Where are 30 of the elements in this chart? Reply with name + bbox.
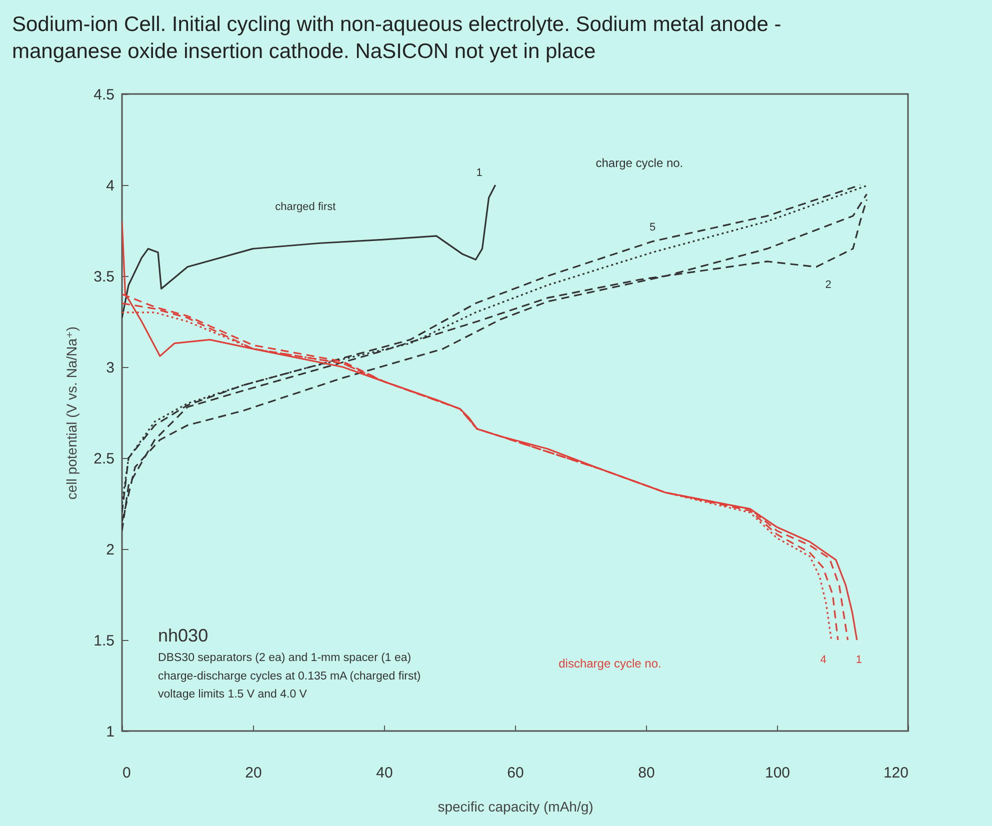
- annotation: voltage limits 1.5 V and 4.0 V: [158, 688, 308, 701]
- series-label: 5: [649, 221, 656, 234]
- x-tick-label: 80: [638, 764, 655, 782]
- annotation: charged first: [275, 200, 336, 213]
- series-label: 1: [476, 167, 482, 179]
- y-tick-label: 4: [106, 178, 114, 194]
- y-tick-label: 1: [106, 724, 114, 740]
- chart-title: Sodium-ion Cell. Initial cycling with non-aqueous electrolyte. Sodium metal anode - manganese oxide insertion cathode. NaSICON not yet in place: [12, 13, 782, 63]
- y-tick-label: 2.5: [94, 450, 114, 468]
- x-tick-label: 0: [122, 764, 131, 782]
- x-tick-label: 120: [883, 764, 908, 782]
- series-label: 4: [820, 654, 826, 666]
- annotation: discharge cycle no.: [558, 656, 662, 671]
- annotation: DBS30 separators (2 ea) and 1-mm spacer (1 ea): [158, 652, 412, 664]
- annotation: charge-discharge cycles at 0.135 mA (charged first): [158, 670, 421, 682]
- x-axis-title: specific capacity (mAh/g): [438, 798, 594, 814]
- series-label: 1: [856, 654, 862, 666]
- annotation: nh030: [158, 625, 208, 646]
- x-tick-label: 60: [507, 764, 524, 782]
- x-tick-label: 20: [245, 764, 262, 782]
- series-label: 2: [825, 278, 832, 291]
- x-tick-label: 100: [764, 764, 790, 782]
- y-axis-title: cell potential (V vs. Na/Na⁺): [64, 326, 80, 500]
- y-tick-label: 4.5: [94, 86, 114, 104]
- y-tick-label: 2: [106, 542, 114, 558]
- y-tick-label: 1.5: [94, 632, 114, 650]
- annotation: charge cycle no.: [596, 156, 684, 170]
- x-tick-label: 40: [376, 764, 393, 782]
- y-tick-label: 3.5: [94, 268, 114, 286]
- y-tick-label: 3: [106, 360, 114, 376]
